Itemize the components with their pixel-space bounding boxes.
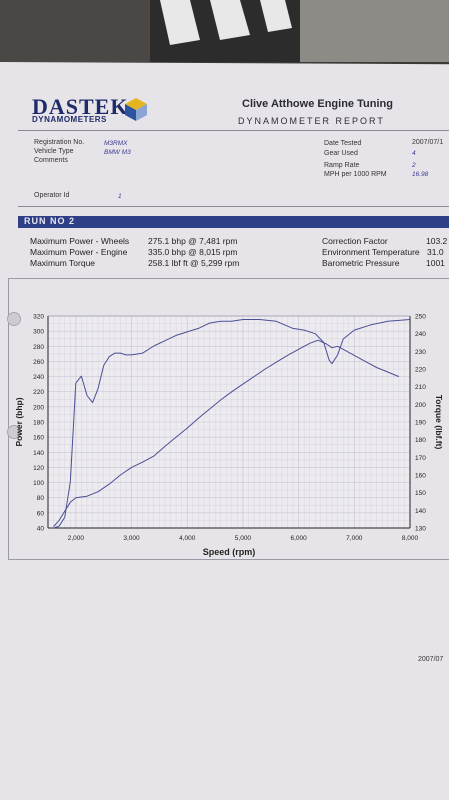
date-tested-label: Date Tested	[324, 140, 362, 147]
y2-tick-label: 200	[415, 402, 426, 409]
x-tick-label: 4,000	[179, 535, 196, 542]
y2-tick-label: 230	[415, 349, 426, 356]
power-wheels-label: Maximum Power - Wheels	[30, 236, 130, 246]
y-tick-label: 240	[33, 374, 44, 381]
x-tick-label: 5,000	[235, 535, 252, 542]
footer-date: 2007/07	[418, 656, 444, 663]
chart-frame	[8, 278, 449, 560]
y-axis-label: Power (bhp)	[14, 397, 24, 446]
run-header-bar: RUN NO 2	[18, 216, 449, 228]
max-torque-value: 258.1 lbf ft @ 5,299 rpm	[148, 258, 240, 268]
x-tick-label: 2,000	[68, 535, 85, 542]
registration-label: Registration No.	[34, 139, 85, 146]
binder-hole	[7, 425, 21, 439]
y2-tick-label: 170	[415, 455, 426, 462]
x-tick-label: 6,000	[290, 535, 307, 542]
env-temperature-value: 31.0	[427, 247, 444, 257]
x-tick-label: 7,000	[346, 535, 363, 542]
x-axis-label: Speed (rpm)	[203, 547, 256, 557]
y-tick-label: 260	[33, 359, 44, 366]
y-tick-label: 320	[33, 314, 44, 321]
ramp-rate-value: 2	[412, 162, 416, 169]
header-divider	[18, 130, 449, 131]
power-engine-value: 335.0 bhp @ 8,015 rpm	[148, 247, 238, 257]
ramp-rate-label: Ramp Rate	[324, 162, 360, 169]
y2-tick-label: 220	[415, 367, 426, 374]
y-tick-label: 80	[37, 495, 45, 502]
y2-tick-label: 240	[415, 331, 426, 338]
y-tick-label: 180	[33, 420, 44, 427]
correction-factor-value: 103.2	[426, 236, 448, 246]
y-tick-label: 60	[37, 510, 45, 517]
power-curve	[53, 339, 400, 527]
y2-tick-label: 140	[415, 508, 426, 515]
dastek-logo-icon	[125, 98, 147, 121]
vehicle-type-label: Vehicle Type	[34, 148, 74, 155]
mph-per-1000-label: MPH per 1000 RPM	[324, 171, 387, 178]
y-tick-label: 280	[33, 344, 44, 351]
gear-used-label: Gear Used	[324, 150, 358, 157]
barometric-pressure-value: 1001	[426, 258, 445, 268]
run-title: RUN NO 2	[24, 216, 76, 226]
registration-value: M3RMX	[104, 140, 128, 147]
y2-tick-label: 130	[415, 526, 426, 533]
company-name: Clive Atthowe Engine Tuning	[242, 98, 393, 110]
y-tick-label: 100	[33, 480, 44, 487]
y2-tick-label: 250	[415, 314, 426, 321]
mph-per-1000-value: 16.98	[412, 171, 429, 178]
y-tick-label: 140	[33, 450, 44, 457]
date-tested-value: 2007/07/1	[412, 139, 444, 146]
gear-used-value: 4	[412, 150, 416, 157]
power-wheels-value: 275.1 bhp @ 7,481 rpm	[148, 236, 238, 246]
barometric-pressure-label: Barometric Pressure	[322, 258, 400, 268]
y2-axis-label: Torque (lbf.ft)	[434, 395, 444, 450]
comments-label: Comments	[34, 157, 68, 164]
y2-tick-label: 180	[415, 437, 426, 444]
y-tick-label: 160	[33, 435, 44, 442]
dastek-logo-subtitle: DYNAMOMETERS	[32, 115, 107, 124]
report-title: DYNAMOMETER REPORT	[238, 116, 385, 126]
y-tick-label: 120	[33, 465, 44, 472]
info-divider	[18, 206, 449, 207]
correction-factor-label: Correction Factor	[322, 236, 388, 246]
binder-hole	[7, 312, 21, 326]
operator-value: 1	[118, 193, 122, 200]
y2-tick-label: 150	[415, 490, 426, 497]
torque-curve	[53, 319, 411, 529]
dastek-logo: DASTEK	[32, 94, 129, 119]
operator-label: Operator Id	[34, 192, 70, 199]
x-tick-label: 3,000	[123, 535, 140, 542]
y2-tick-label: 190	[415, 420, 426, 427]
env-temperature-label: Environment Temperature	[322, 247, 420, 257]
y2-tick-label: 160	[415, 473, 426, 480]
y-tick-label: 220	[33, 389, 44, 396]
x-tick-label: 8,000	[402, 535, 419, 542]
vehicle-type-value: BMW M3	[104, 149, 131, 156]
y-tick-label: 40	[37, 526, 45, 533]
power-engine-label: Maximum Power - Engine	[30, 247, 128, 257]
y-tick-label: 200	[33, 404, 44, 411]
max-torque-label: Maximum Torque	[30, 258, 96, 268]
y2-tick-label: 210	[415, 384, 426, 391]
y-tick-label: 300	[33, 329, 44, 336]
